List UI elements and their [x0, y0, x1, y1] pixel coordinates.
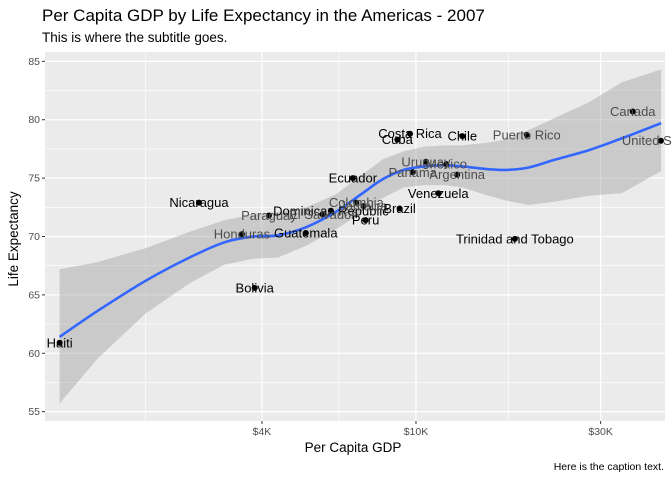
- label-honduras: Honduras: [214, 227, 271, 242]
- point-chile: [459, 133, 466, 140]
- label-colombia: Colombia: [329, 195, 385, 210]
- point-jamaica: [360, 203, 367, 210]
- label-brazil: Brazil: [383, 201, 416, 216]
- y-tick-label: 65: [28, 289, 40, 301]
- point-colombia: [353, 199, 360, 206]
- point-venezuela: [435, 190, 442, 197]
- point-haiti: [56, 339, 63, 346]
- point-nicaragua: [196, 199, 203, 206]
- point-canada: [629, 108, 636, 115]
- label-cuba: Cuba: [382, 132, 414, 147]
- label-bolivia: Bolivia: [236, 280, 275, 295]
- label-ecuador: Ecuador: [329, 171, 378, 186]
- label-peru: Peru: [352, 213, 379, 228]
- point-costa-rica: [406, 130, 413, 137]
- point-united-states: [657, 137, 664, 144]
- label-puerto-rico: Puerto Rico: [493, 127, 561, 142]
- label-mexico: Mexico: [426, 157, 467, 172]
- point-paraguay: [265, 212, 272, 219]
- y-tick-label: 55: [28, 406, 40, 418]
- x-tick-label: $10K: [404, 426, 429, 438]
- y-tick-label: 75: [28, 173, 40, 185]
- x-tick-label: $30K: [588, 426, 613, 438]
- y-tick-label: 70: [28, 231, 40, 243]
- point-uruguay: [422, 158, 429, 165]
- x-axis-ticks: $4K $10K $30K: [253, 421, 613, 438]
- y-axis-title: Life Expectancy: [6, 191, 21, 287]
- label-paraguay: Paraguay: [241, 208, 297, 223]
- label-nicaragua: Nicaragua: [169, 195, 229, 210]
- y-tick-label: 85: [28, 56, 40, 68]
- chart-subtitle: This is where the subtitle goes.: [42, 30, 227, 45]
- x-axis-title: Per Capita GDP: [305, 440, 402, 455]
- point-el-salvador: [319, 211, 326, 218]
- confidence-band: [59, 69, 662, 404]
- label-costa-rica: Costa Rica: [378, 126, 442, 141]
- point-mexico: [443, 161, 450, 168]
- point-cuba: [394, 136, 401, 143]
- label-el-salvador: El Salvador: [289, 207, 356, 222]
- label-panama: Panama: [389, 165, 438, 180]
- label-guatemala: Guatemala: [274, 225, 338, 240]
- chart-caption: Here is the caption text.: [554, 461, 664, 473]
- label-chile: Chile: [447, 129, 477, 144]
- label-united-states: United States: [622, 133, 672, 148]
- point-peru: [362, 217, 369, 224]
- point-guatemala: [302, 229, 309, 236]
- label-jamaica: Jamaica: [339, 199, 388, 214]
- label-uruguay: Uruguay: [401, 154, 451, 169]
- point-labels: Haiti Nicaragua Honduras Bolivia Paraguay Gua…: [47, 104, 672, 350]
- point-argentina: [454, 171, 461, 178]
- point-dominican-republic: [327, 207, 334, 214]
- point-honduras: [238, 231, 245, 238]
- point-brazil: [396, 205, 403, 212]
- label-haiti: Haiti: [47, 335, 73, 350]
- data-points: [56, 108, 664, 346]
- point-bolivia: [251, 284, 258, 291]
- smooth-line: [58, 121, 662, 338]
- label-dominican-republic: Dominican Republic: [273, 203, 389, 218]
- x-tick-label: $4K: [253, 426, 272, 438]
- point-trinidad-and-tobago: [511, 235, 518, 242]
- y-axis-ticks: 55 60 65 70 75 80 85: [28, 56, 45, 418]
- point-ecuador: [349, 175, 356, 182]
- label-venezuela: Venezuela: [408, 186, 469, 201]
- point-panama: [409, 169, 416, 176]
- chart-title: Per Capita GDP by Life Expectancy in the…: [42, 6, 485, 25]
- confidence-band-area: [59, 69, 662, 404]
- y-tick-label: 60: [28, 348, 40, 360]
- label-canada: Canada: [610, 104, 656, 119]
- label-argentina: Argentina: [429, 167, 485, 182]
- smooth-line-path: [58, 121, 662, 338]
- y-tick-label: 80: [28, 114, 40, 126]
- point-puerto-rico: [523, 131, 530, 138]
- label-trinidad-and-tobago: Trinidad and Tobago: [456, 231, 574, 246]
